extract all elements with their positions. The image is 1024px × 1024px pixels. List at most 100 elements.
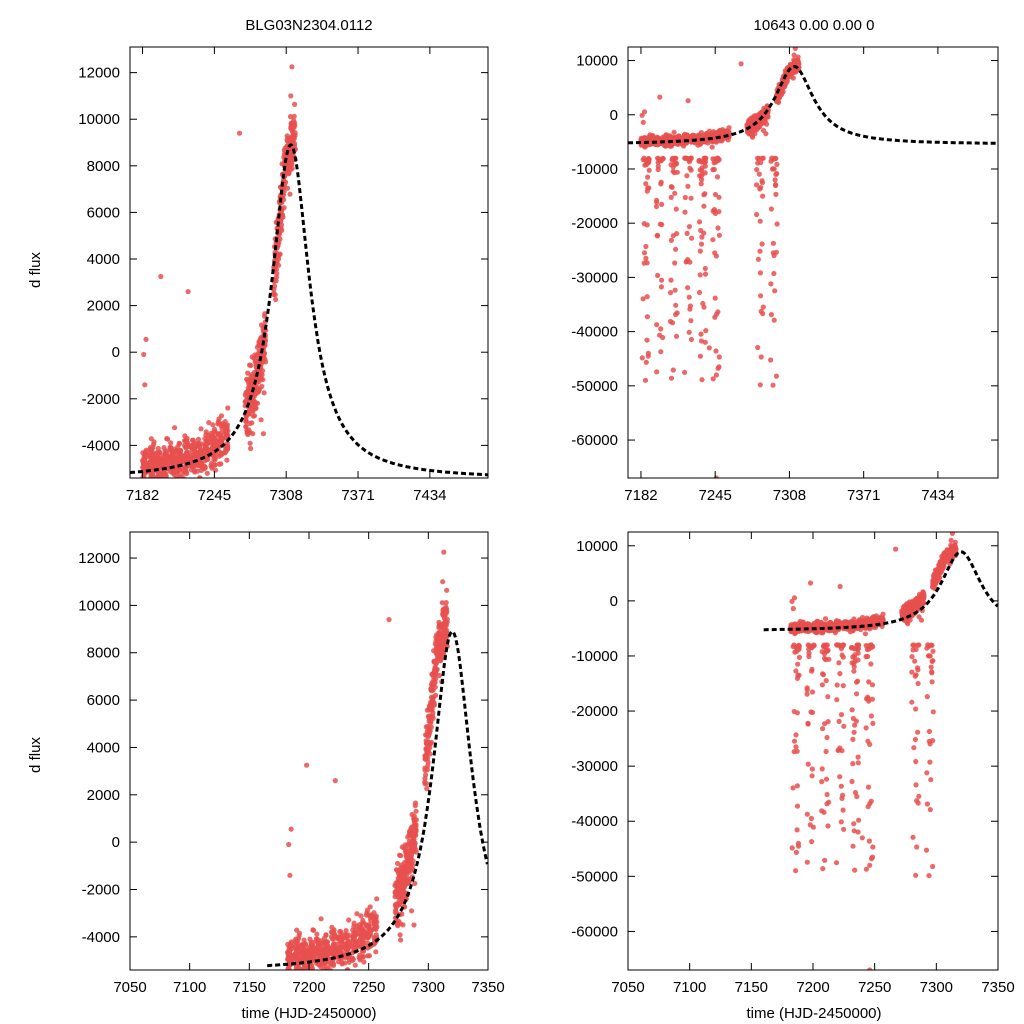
data-point: [668, 184, 674, 190]
data-point: [696, 219, 703, 225]
data-point: [865, 653, 871, 660]
data-point: [343, 973, 348, 978]
data-point: [328, 968, 334, 970]
data-point: [790, 606, 796, 612]
y-tick-label: 6000: [87, 204, 120, 221]
y-tick-label: -40000: [571, 813, 618, 830]
data-point: [806, 653, 812, 660]
data-point: [411, 922, 417, 928]
data-point: [250, 431, 256, 437]
data-point: [930, 709, 936, 715]
data-point: [248, 445, 254, 452]
x-tick-label: 7434: [413, 487, 446, 504]
data-point: [805, 642, 811, 648]
data-point: [907, 617, 913, 623]
data-point: [928, 664, 934, 670]
data-point: [440, 579, 446, 585]
data-point: [791, 52, 797, 58]
data-point: [292, 141, 298, 147]
data-point: [655, 272, 661, 278]
data-point: [937, 575, 943, 581]
data-point: [870, 844, 876, 850]
data-point: [289, 64, 295, 70]
data-point: [259, 383, 265, 389]
data-point: [758, 185, 764, 191]
data-point: [331, 962, 337, 969]
data-point: [855, 642, 862, 648]
plot-frame: [627, 46, 999, 479]
data-point: [654, 199, 660, 205]
data-point: [439, 600, 445, 606]
data-point: [713, 372, 720, 378]
data-point: [289, 162, 295, 168]
data-point: [941, 564, 947, 570]
data-point: [755, 344, 761, 351]
data-point: [910, 642, 916, 648]
data-point: [316, 970, 321, 975]
data-point: [926, 728, 933, 735]
data-point: [436, 672, 442, 679]
data-point: [851, 664, 857, 670]
data-point: [697, 272, 703, 278]
data-point: [851, 828, 857, 834]
data-point: [716, 354, 722, 360]
title-left: BLG03N2304.0112: [245, 17, 372, 34]
data-point: [795, 840, 802, 846]
y-tick-label: -4000: [82, 437, 120, 454]
data-point: [868, 713, 875, 719]
data-point: [780, 89, 786, 95]
data-point: [433, 675, 439, 682]
data-point: [184, 435, 190, 442]
data-point: [262, 311, 268, 317]
y-tick-label: 0: [112, 344, 120, 361]
data-point: [643, 161, 650, 168]
data-point: [151, 439, 157, 445]
y-tick-label: -60000: [571, 432, 618, 449]
data-point: [912, 658, 918, 664]
data-point: [225, 405, 231, 411]
data-point: [659, 201, 665, 207]
data-point: [639, 355, 645, 361]
data-point: [444, 616, 450, 622]
data-point: [412, 800, 419, 806]
data-point: [809, 839, 815, 845]
data-point: [686, 224, 693, 230]
y-tick-label: 10000: [78, 597, 120, 614]
data-point: [853, 718, 860, 724]
data-point: [195, 436, 202, 442]
data-point: [809, 766, 816, 772]
x-tick-label: 7182: [126, 487, 159, 504]
data-point: [770, 166, 776, 172]
data-point: [789, 845, 795, 851]
data-point: [819, 766, 825, 772]
data-point: [764, 121, 770, 127]
data-point: [869, 854, 876, 860]
data-point: [823, 748, 829, 755]
data-point: [169, 485, 174, 490]
y-tick-label: -50000: [571, 868, 618, 885]
data-point: [441, 549, 447, 555]
data-point: [784, 78, 790, 84]
data-point: [682, 194, 688, 201]
data-point: [427, 751, 433, 757]
data-point: [272, 292, 278, 298]
data-point: [400, 922, 406, 928]
data-point: [655, 166, 661, 173]
data-point: [289, 165, 295, 172]
data-point: [924, 694, 930, 700]
data-point: [809, 773, 815, 779]
data-point: [820, 726, 826, 732]
data-point: [759, 155, 766, 161]
x-tick-label: 7182: [624, 487, 657, 504]
data-point: [260, 377, 266, 383]
y-tick-label: -10000: [571, 161, 618, 178]
data-point: [672, 260, 678, 266]
x-tick-label: 7250: [352, 979, 385, 996]
data-point: [697, 353, 704, 359]
data-point: [825, 694, 831, 700]
data-point: [927, 807, 933, 813]
data-point: [855, 657, 861, 663]
y-tick-label: -60000: [571, 923, 618, 940]
data-point: [852, 790, 859, 796]
